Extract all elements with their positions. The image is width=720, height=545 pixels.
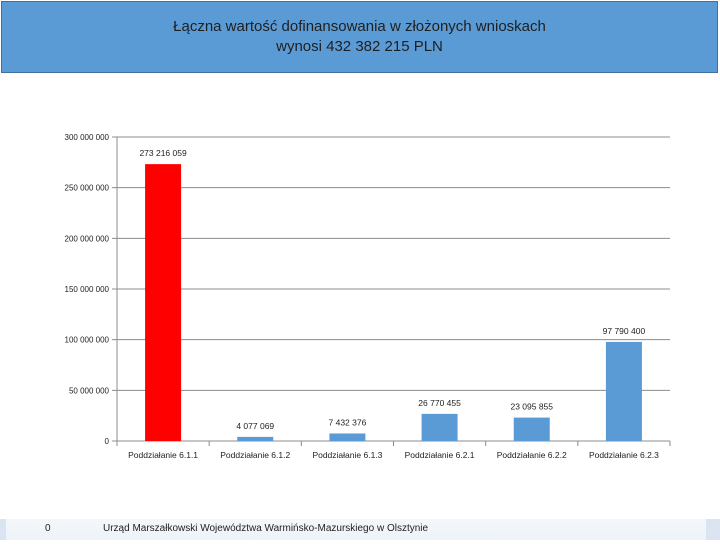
bar bbox=[421, 413, 458, 441]
y-tick-label: 250 000 000 bbox=[65, 184, 110, 193]
title-banner: Łączna wartość dofinansowania w złożonyc… bbox=[1, 1, 718, 73]
bar bbox=[145, 164, 182, 442]
x-tick-label: Poddziałanie 6.2.3 bbox=[589, 450, 659, 460]
x-tick-label: Poddziałanie 6.2.1 bbox=[405, 450, 475, 460]
data-label: 273 216 059 bbox=[139, 148, 187, 158]
data-label: 97 790 400 bbox=[603, 326, 646, 336]
y-tick-label: 100 000 000 bbox=[65, 336, 110, 345]
data-label: 23 095 855 bbox=[510, 402, 553, 412]
title-line-2: wynosi 432 382 215 PLN bbox=[276, 38, 443, 55]
y-tick-label: 0 bbox=[105, 437, 110, 446]
y-tick-label: 300 000 000 bbox=[65, 133, 110, 142]
y-tick-label: 200 000 000 bbox=[65, 234, 110, 243]
bar bbox=[329, 433, 366, 441]
footer-bar bbox=[0, 519, 720, 540]
x-tick-label: Poddziałanie 6.1.1 bbox=[128, 450, 198, 460]
x-tick-label: Poddziałanie 6.1.2 bbox=[220, 450, 290, 460]
data-label: 7 432 376 bbox=[329, 417, 367, 427]
page-number: 0 bbox=[45, 523, 51, 534]
footer-left-accent bbox=[0, 519, 6, 540]
bar bbox=[605, 341, 642, 441]
bar bbox=[513, 417, 550, 441]
x-tick-label: Poddziałanie 6.2.2 bbox=[497, 450, 567, 460]
title-line-1: Łączna wartość dofinansowania w złożonyc… bbox=[173, 18, 546, 35]
data-label: 4 077 069 bbox=[236, 421, 274, 431]
bar bbox=[237, 436, 274, 441]
x-tick-label: Poddziałanie 6.1.3 bbox=[312, 450, 382, 460]
data-label: 26 770 455 bbox=[418, 398, 461, 408]
y-tick-label: 50 000 000 bbox=[69, 386, 110, 395]
footer-text: Urząd Marszałkowski Województwa Warmińsk… bbox=[103, 523, 429, 534]
footer-right-accent bbox=[706, 519, 720, 540]
y-tick-label: 150 000 000 bbox=[65, 285, 110, 294]
